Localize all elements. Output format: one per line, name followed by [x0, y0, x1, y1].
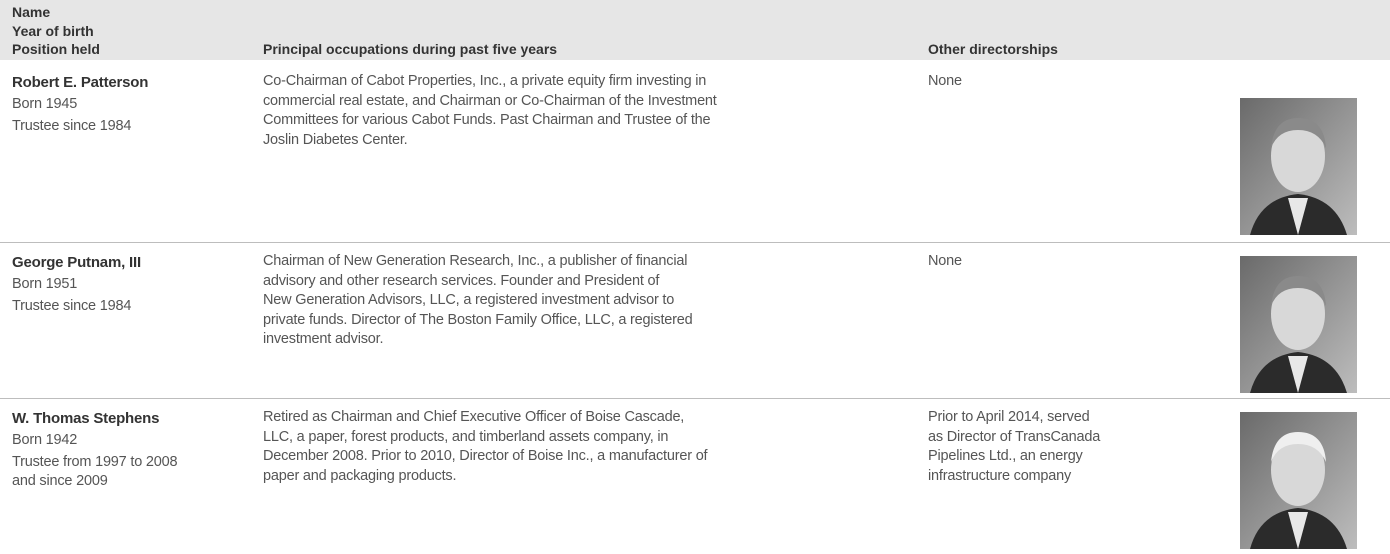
directorships-cell: None — [928, 252, 962, 272]
row-separator — [0, 242, 1390, 243]
occupations-cell: Chairman of New Generation Research, Inc… — [263, 252, 693, 350]
birth-year: Born 1945 — [12, 96, 78, 112]
directorship-line: None — [928, 253, 962, 269]
header-label: Principal occupations during past five y… — [263, 41, 558, 57]
directorship-line: Pipelines Ltd., an energy — [928, 448, 1083, 464]
position: Trustee from 1997 to 2008 — [12, 453, 178, 470]
trustee-name: George Putnam, III — [12, 254, 141, 271]
occupation-line: Retired as Chairman and Chief Executive … — [263, 409, 685, 425]
occupation-line: Committees for various Cabot Funds. Past… — [263, 112, 711, 128]
row-separator — [0, 398, 1390, 399]
occupation-line: private funds. Director of The Boston Fa… — [263, 311, 693, 328]
occupation-line: advisory and other research services. Fo… — [263, 272, 660, 289]
header-label: Name — [12, 4, 51, 20]
occupation-line: Joslin Diabetes Center. — [263, 131, 408, 148]
directorship-line: Prior to April 2014, served — [928, 409, 1090, 425]
birth-year: Born 1942 — [12, 432, 78, 448]
position: Trustee since 1984 — [12, 117, 132, 134]
position: Trustee since 1984 — [12, 297, 132, 314]
name-cell: W. Thomas Stephens Born 1942 Trustee from … — [12, 408, 178, 492]
occupation-line: December 2008. Prior to 2010, Director o… — [263, 448, 708, 464]
directorship-line: infrastructure company — [928, 467, 1072, 484]
occupation-line: paper and packaging products. — [263, 467, 457, 484]
table-row: George Putnam, III Born 1951 Trustee since… — [0, 242, 1390, 398]
directorship-line: as Director of TransCanada — [928, 428, 1101, 445]
occupation-line: Co-Chairman of Cabot Properties, Inc., a… — [263, 73, 707, 89]
trustee-name: Robert E. Patterson — [12, 74, 149, 91]
occupation-line: LLC, a paper, forest products, and timbe… — [263, 428, 669, 445]
position: and since 2009 — [12, 473, 108, 489]
occupation-line: New Generation Advisors, LLC, a register… — [263, 292, 675, 308]
header-label: Other directorships — [928, 41, 1058, 57]
portrait — [1240, 98, 1357, 235]
directorship-line: None — [928, 73, 962, 89]
portrait — [1240, 256, 1357, 393]
header-label: Position held — [12, 41, 100, 57]
birth-year: Born 1951 — [12, 276, 78, 292]
directorships-cell: Prior to April 2014, served as Director o… — [928, 408, 1100, 486]
table-row: W. Thomas Stephens Born 1942 Trustee from … — [0, 398, 1390, 554]
table-row: Robert E. Patterson Born 1945 Trustee sinc… — [0, 62, 1390, 242]
trustee-name: W. Thomas Stephens — [12, 410, 160, 427]
occupations-cell: Co-Chairman of Cabot Properties, Inc., a… — [263, 72, 717, 150]
name-cell: George Putnam, III Born 1951 Trustee since… — [12, 252, 141, 316]
portrait — [1240, 412, 1357, 549]
name-cell: Robert E. Patterson Born 1945 Trustee sinc… — [12, 72, 148, 136]
header-band — [0, 0, 1390, 60]
directorships-cell: None — [928, 72, 962, 92]
header-label: Year of birth — [12, 22, 94, 39]
occupation-line: investment advisor. — [263, 331, 384, 347]
occupation-line: commercial real estate, and Chairman or … — [263, 92, 717, 109]
occupations-cell: Retired as Chairman and Chief Executive … — [263, 408, 708, 486]
occupation-line: Chairman of New Generation Research, Inc… — [263, 253, 688, 269]
